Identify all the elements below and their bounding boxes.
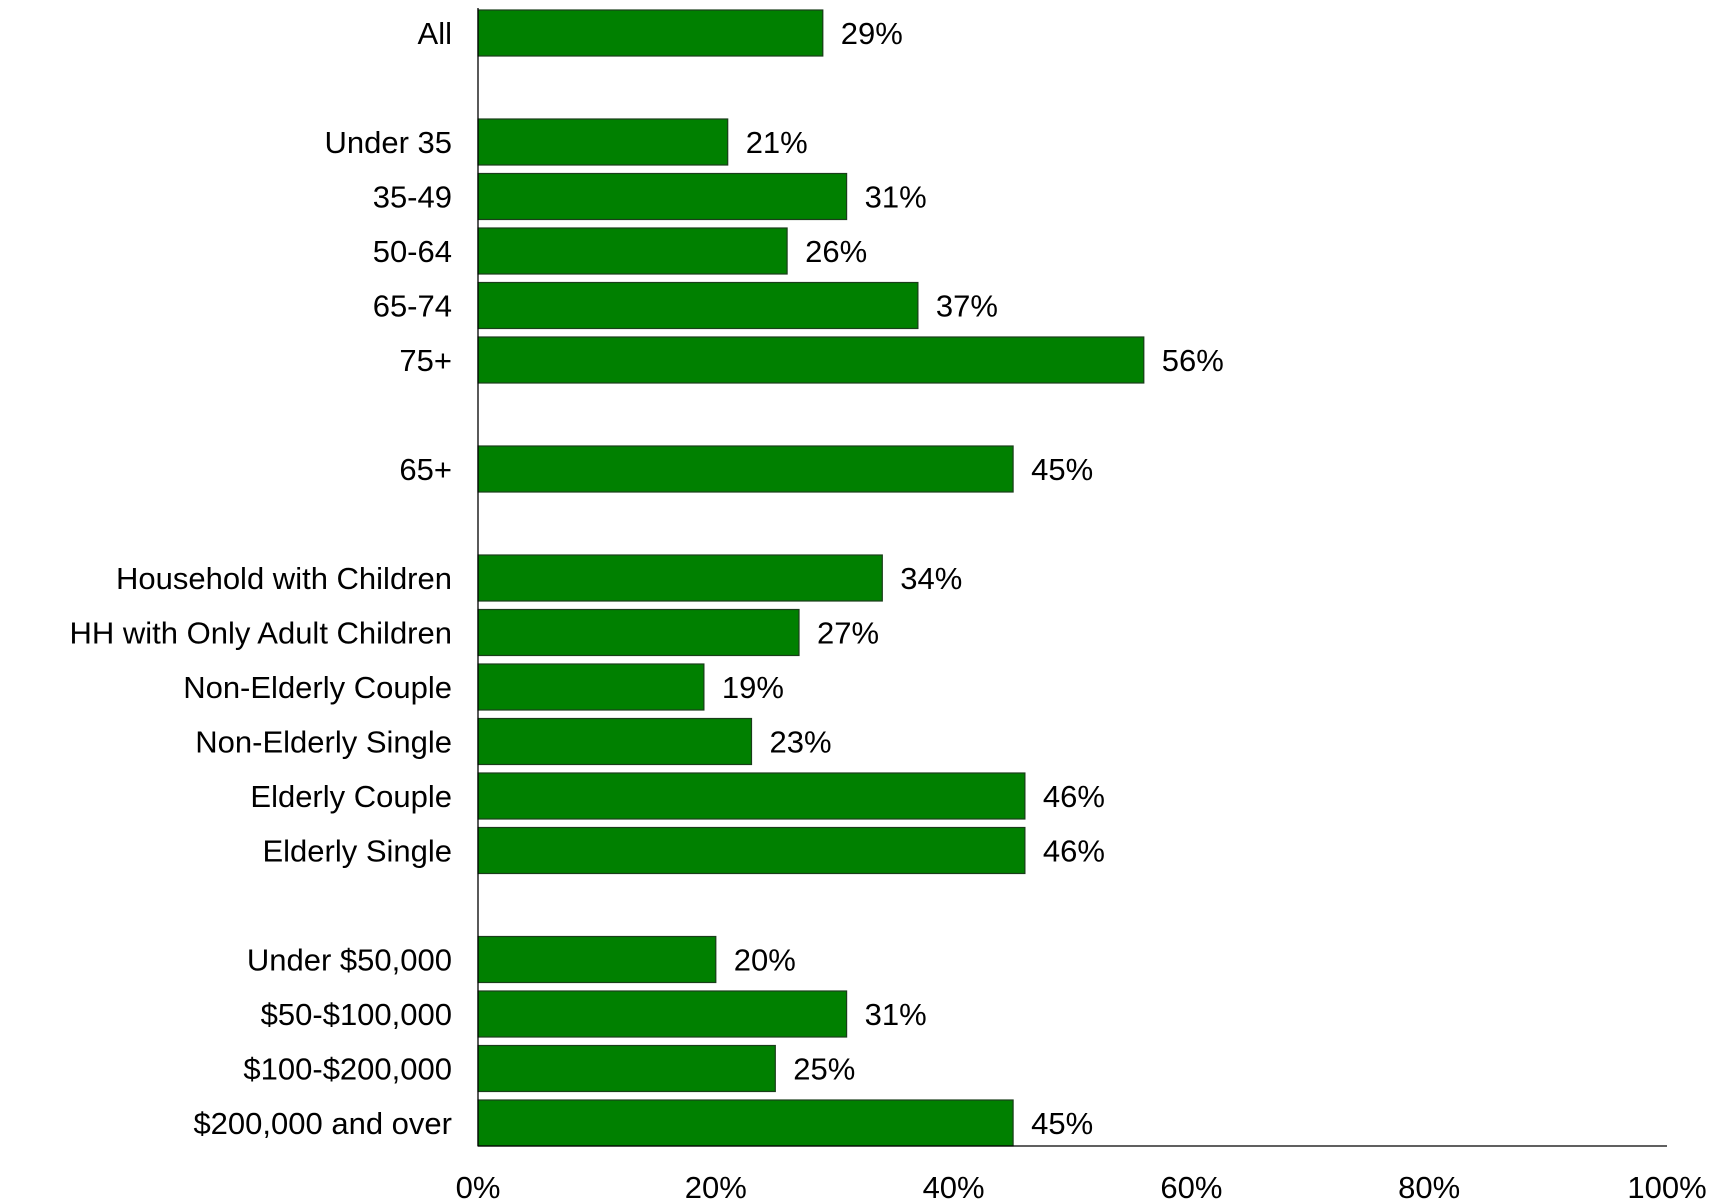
- bar-non-elderly-single: [477, 717, 753, 766]
- data-label-65-74: 37%: [936, 289, 998, 324]
- x-tick-labels: 0% 20% 40% 60% 80% 100%: [456, 1170, 1707, 1202]
- category-labels: All Under 35 35-49 50-64 65-74 75+ 65+ Househol…: [70, 16, 453, 1141]
- bar-200-000-and-over: [477, 1099, 1014, 1147]
- data-label-200-000-and-over: 45%: [1031, 1106, 1093, 1141]
- category-label-100-200-000: $100-$200,000: [243, 1052, 452, 1087]
- category-label-non-elderly-single: Non-Elderly Single: [195, 725, 452, 760]
- category-label-under-50-000: Under $50,000: [247, 943, 452, 978]
- data-label-all: 29%: [841, 16, 903, 51]
- data-label-35-49: 31%: [865, 180, 927, 215]
- bar-elderly-couple: [477, 772, 1026, 820]
- bar-hh-with-only-adult-children: [477, 608, 800, 657]
- data-label-50-100-000: 31%: [865, 997, 927, 1032]
- bar-50-64: [477, 227, 788, 275]
- category-label-under-35: Under 35: [324, 125, 452, 160]
- bar-100-200-000: [477, 1044, 776, 1093]
- axes: [477, 8, 1667, 1147]
- category-label-50-100-000: $50-$100,000: [261, 997, 452, 1032]
- category-label-hh-with-only-adult-children: HH with Only Adult Children: [70, 616, 453, 651]
- bar-35-49: [477, 172, 848, 221]
- bars-layer: [477, 9, 1145, 1147]
- bar-elderly-single: [477, 826, 1026, 875]
- category-label-elderly-couple: Elderly Couple: [250, 779, 452, 814]
- data-label-75: 56%: [1162, 343, 1224, 378]
- bar-75: [477, 336, 1145, 384]
- x-tick-label: 80%: [1398, 1170, 1460, 1202]
- category-label-200-000-and-over: $200,000 and over: [193, 1106, 452, 1141]
- data-labels: 29% 21% 31% 26% 37% 56% 45% 34% 27% 19% 23% 46% 46% 2…: [722, 16, 1224, 1141]
- data-label-under-35: 21%: [746, 125, 808, 160]
- bar-household-with-children: [477, 554, 883, 602]
- bar-all: [477, 9, 824, 57]
- bar-65-74: [477, 281, 919, 330]
- data-label-elderly-couple: 46%: [1043, 779, 1105, 814]
- data-label-65: 45%: [1031, 452, 1093, 487]
- data-label-non-elderly-couple: 19%: [722, 670, 784, 705]
- category-label-elderly-single: Elderly Single: [262, 834, 452, 869]
- data-label-elderly-single: 46%: [1043, 834, 1105, 869]
- category-label-75: 75+: [399, 343, 452, 378]
- category-label-non-elderly-couple: Non-Elderly Couple: [183, 670, 452, 705]
- bar-65: [477, 445, 1014, 493]
- x-tick-label: 60%: [1160, 1170, 1222, 1202]
- category-label-65-74: 65-74: [373, 289, 452, 324]
- category-label-household-with-children: Household with Children: [116, 561, 452, 596]
- bar-under-35: [477, 118, 729, 166]
- data-label-non-elderly-single: 23%: [770, 725, 832, 760]
- bar-under-50-000: [477, 935, 717, 984]
- data-label-under-50-000: 20%: [734, 943, 796, 978]
- x-tick-label: 100%: [1627, 1170, 1706, 1202]
- bar-50-100-000: [477, 990, 848, 1038]
- category-label-all: All: [418, 16, 452, 51]
- data-label-hh-with-only-adult-children: 27%: [817, 616, 879, 651]
- x-tick-label: 0%: [456, 1170, 501, 1202]
- category-label-50-64: 50-64: [373, 234, 452, 269]
- x-tick-label: 40%: [923, 1170, 985, 1202]
- data-label-100-200-000: 25%: [793, 1052, 855, 1087]
- bar-non-elderly-couple: [477, 663, 705, 711]
- x-tick-label: 20%: [685, 1170, 747, 1202]
- category-label-65: 65+: [399, 452, 452, 487]
- data-label-50-64: 26%: [805, 234, 867, 269]
- data-label-household-with-children: 34%: [900, 561, 962, 596]
- category-label-35-49: 35-49: [373, 180, 452, 215]
